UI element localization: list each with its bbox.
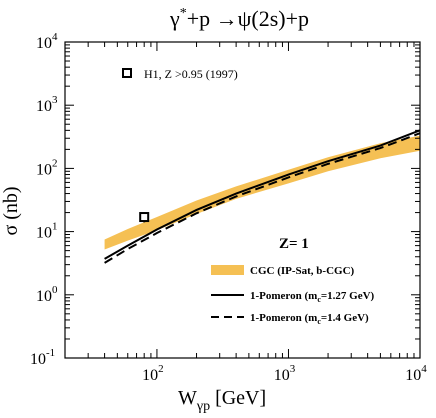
y-tick-label-exp: 2 bbox=[52, 157, 58, 169]
legend-label-pomeron-127-main: 1-Pomeron (m bbox=[250, 290, 317, 302]
x-axis-label-sub: γp bbox=[196, 399, 210, 414]
y-tick-label-exp: 0 bbox=[52, 284, 58, 296]
legend-marker-square bbox=[122, 68, 132, 78]
y-tick-label-base: 10 bbox=[36, 35, 52, 52]
legend-label-cgc: CGC (IP-Sat, b-CGC) bbox=[250, 265, 355, 277]
y-tick-label-base: 10 bbox=[36, 98, 52, 115]
cgc-band bbox=[104, 135, 420, 250]
title-gamma: γ bbox=[169, 6, 180, 31]
y-tick-label: 100 bbox=[36, 284, 58, 305]
legend-item-cgc: CGC (IP-Sat, b-CGC) bbox=[211, 265, 355, 277]
legend-label-pomeron-14: 1-Pomeron (mc=1.4 GeV) bbox=[250, 312, 369, 326]
x-axis-label-main: W bbox=[178, 387, 197, 409]
x-tick-label: 102 bbox=[142, 363, 164, 384]
y-tick-label: 102 bbox=[36, 157, 58, 178]
legend-item-pomeron-127: 1-Pomeron (mc=1.27 GeV) bbox=[211, 290, 375, 304]
y-tick-label: 10-1 bbox=[30, 347, 55, 368]
y-tick-label-base: 10 bbox=[36, 161, 52, 178]
y-tick-label-base: 10 bbox=[30, 351, 46, 368]
y-tick-label-exp: 4 bbox=[52, 31, 58, 43]
x-tick-label: 104 bbox=[405, 363, 427, 384]
legend-label-h1: H1, Z >0.95 (1997) bbox=[144, 67, 238, 81]
x-tick-label-base: 10 bbox=[142, 367, 158, 384]
legend-item-h1: H1, Z >0.95 (1997) bbox=[122, 67, 238, 81]
y-tick-label-exp: 3 bbox=[52, 94, 58, 106]
y-tick-label-base: 10 bbox=[36, 225, 52, 242]
x-axis-label-rest: [GeV] bbox=[210, 387, 266, 409]
title-superscript: * bbox=[180, 6, 187, 21]
legend-label-pomeron-127: 1-Pomeron (mc=1.27 GeV) bbox=[250, 290, 375, 304]
annotation-z: Z= 1 bbox=[279, 236, 309, 252]
plot-frame bbox=[64, 41, 421, 359]
h1-data-layer bbox=[139, 212, 150, 223]
x-tick-label-exp: 4 bbox=[421, 363, 427, 375]
x-tick-label: 103 bbox=[274, 363, 296, 384]
pomeron-14-line bbox=[104, 132, 421, 264]
x-tick-label-exp: 2 bbox=[158, 363, 164, 375]
legend-label-pomeron-14-main: 1-Pomeron (m bbox=[250, 312, 317, 324]
x-tick-label-exp: 3 bbox=[290, 363, 296, 375]
legend-swatch-cgc-band bbox=[211, 265, 244, 275]
h1-data-point bbox=[139, 212, 150, 223]
x-tick-label-base: 10 bbox=[405, 367, 421, 384]
chart-title: γ*+p →ψ(2s)+p bbox=[169, 6, 309, 31]
y-tick-label-exp: -1 bbox=[46, 347, 55, 359]
legend-label-pomeron-14-rest: =1.4 GeV) bbox=[321, 312, 369, 324]
legend-item-pomeron-14: 1-Pomeron (mc=1.4 GeV) bbox=[211, 312, 369, 326]
y-tick-label-exp: 1 bbox=[52, 221, 58, 233]
legend-label-pomeron-14-sub: c bbox=[317, 317, 321, 326]
y-axis-label: σ (nb) bbox=[0, 186, 22, 235]
y-tick-label: 101 bbox=[36, 221, 58, 242]
y-tick-label: 104 bbox=[36, 31, 58, 52]
pomeron-127-line bbox=[104, 129, 421, 260]
legend-label-pomeron-127-sub: c bbox=[317, 295, 321, 304]
x-tick-label-base: 10 bbox=[274, 367, 290, 384]
axes-layer bbox=[64, 41, 421, 359]
legend-label-pomeron-127-rest: =1.27 GeV) bbox=[321, 290, 375, 302]
x-axis-label: Wγp [GeV] bbox=[178, 387, 266, 414]
y-tick-label-base: 10 bbox=[36, 288, 52, 305]
y-tick-label: 103 bbox=[36, 94, 58, 115]
pomeron-lines-layer bbox=[104, 129, 421, 264]
title-rest: +p →ψ(2s)+p bbox=[187, 6, 309, 31]
cgc-band-layer bbox=[104, 135, 420, 250]
